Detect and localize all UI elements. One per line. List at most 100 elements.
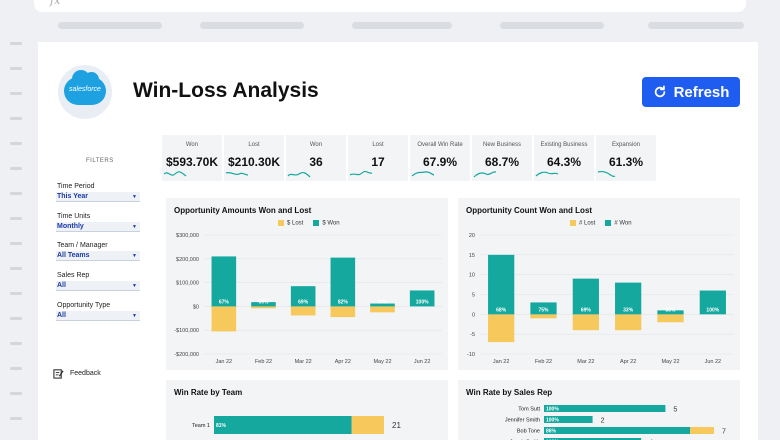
refresh-label: Refresh [673,83,730,101]
sparkline-path [597,171,616,177]
legend-label-lost: $ Lost [287,220,304,227]
y-tick-label: 0 [472,312,475,318]
opportunity-type-select[interactable]: All ▼ [56,311,140,321]
feedback-link[interactable]: Feedback [53,368,101,379]
won-bar [251,302,276,307]
kpi-label: Lost [372,142,384,148]
sheet-tab[interactable] [200,22,304,29]
share-data-label: 100% [546,418,559,424]
time-units-value: Monthly [57,223,84,230]
sheet-tab[interactable] [648,22,744,29]
kpi-sparkline [411,171,435,177]
sales-rep-value: All [57,282,66,289]
refresh-button[interactable]: Refresh [642,77,740,107]
y-tick-label: $300,000 [176,233,199,239]
x-tick-label: May 22 [373,359,391,365]
sales-rep-select[interactable]: All ▼ [56,281,140,291]
bar-data-label: 33% [665,307,676,313]
kpi-card-lost: Lost 17 [348,135,408,181]
won-bar [615,282,642,315]
amounts-chart-panel: Opportunity Amounts Won and Lost $ Lost … [166,198,448,370]
won-bar [488,254,515,315]
won-bar [699,290,726,315]
kpi-sparkline [163,171,187,177]
lost-bar [290,306,316,316]
y-tick-label: 15 [469,253,475,259]
team-winrate-title: Win Rate by Team [174,388,243,397]
kpi-card-lost: Lost $210.30K [224,135,284,181]
lost-bar [572,314,599,331]
won-bar [330,257,356,307]
y-tick-label: $100,000 [176,281,199,287]
amounts-chart-legend: $ Lost $ Won [278,220,340,227]
formula-bar[interactable]: fx [34,0,746,12]
team-winrate-panel: Win Rate by Team Team 1 81% 21 [166,380,448,440]
x-tick-label: Apr 22 [620,359,636,365]
filter-label-opportunity-type: Opportunity Type [57,302,111,309]
won-bar [370,303,395,307]
y-tick-label: -$200,000 [174,352,199,358]
x-tick-label: Mar 22 [295,359,312,365]
legend-label-lost: # Lost [579,220,596,227]
total-count-label: 7 [722,429,726,436]
filters-heading: FILTERS [86,158,114,164]
share-data-label: 86% [546,429,557,435]
sheet-tab[interactable] [352,22,452,29]
won-bar [657,310,684,315]
kpi-value: $210.30K [227,155,281,169]
kpi-card-won: Won $593.70K [162,135,222,181]
legend-item-won: # Won [605,220,632,227]
lost-bar [530,314,557,319]
kpi-value: 68.7% [484,155,520,169]
kpi-card-overall-win-rate: Overall Win Rate 67.9% [410,135,470,181]
chart-svg: Team 1 81% 21 [192,416,401,434]
time-units-select[interactable]: Monthly ▼ [56,222,140,232]
filter-label-sales-rep: Sales Rep [57,272,90,279]
bar-data-label: 75% [538,307,549,313]
category-label: Bob Tone [517,429,540,435]
x-tick-label: Jun 22 [414,359,431,365]
x-tick-label: Feb 22 [535,359,552,365]
bar-data-label: 69% [298,299,309,305]
bar-data-label: 67% [219,299,230,305]
y-tick-label: -10 [467,352,475,358]
time-period-select[interactable]: This Year ▼ [56,192,140,202]
x-tick-label: Feb 22 [255,359,272,365]
sparkline-path [225,171,249,176]
lost-bar [657,314,684,323]
x-tick-label: May 22 [661,359,679,365]
sheet-tab[interactable] [58,22,162,29]
chevron-down-icon: ▼ [132,194,137,200]
bar-data-label: 100% [416,299,429,305]
kpi-sparkline [597,171,616,177]
y-tick-label: 20 [469,233,475,239]
sheet-tab[interactable] [500,22,604,29]
lost-bar [370,306,395,313]
kpi-value: 67.9% [422,155,458,169]
dashboard-canvas: salesforce Win-Loss Analysis Refresh Won… [38,42,758,440]
feedback-label: Feedback [70,370,101,377]
time-period-value: This Year [57,193,89,200]
x-tick-label: Jun 22 [705,359,722,365]
kpi-label: New Business [482,142,521,148]
kpi-label: Lost [248,142,260,148]
won-bar [290,286,316,307]
logo-text: salesforce [69,86,101,93]
sheet-tabs-row [0,22,780,30]
kpi-value: $593.70K [165,155,219,169]
legend-label-won: # Won [614,220,632,227]
chevron-down-icon: ▼ [132,283,137,289]
x-tick-label: Mar 22 [577,359,594,365]
refresh-icon [654,85,665,98]
won-share-bar [544,405,666,412]
legend-swatch-lost [278,220,284,226]
kpi-card-new-business: New Business 68.7% [472,135,532,181]
sparkline-path [163,171,187,177]
won-bar [572,278,599,315]
category-label: Jennifer Smith [505,418,540,424]
chevron-down-icon: ▼ [132,253,137,259]
y-tick-label: -$100,000 [174,328,199,334]
kpi-label: Won [185,142,199,148]
team-manager-select[interactable]: All Teams ▼ [56,251,140,261]
sparkline-path [349,170,373,176]
